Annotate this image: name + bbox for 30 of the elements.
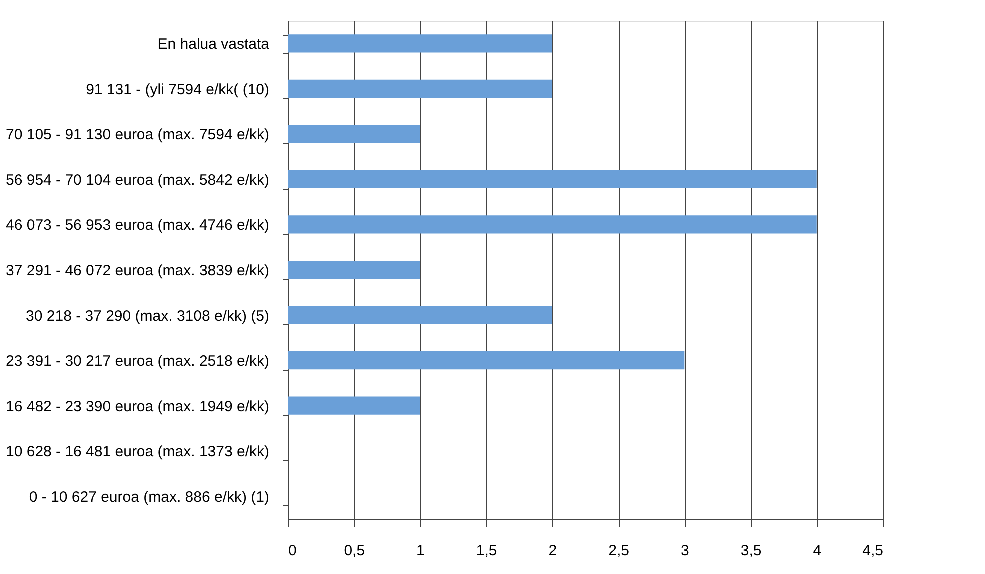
x-tick-label: 4,5 xyxy=(862,542,884,560)
y-tick-label: 0 - 10 627 euroa (max. 886 e/kk) (1) xyxy=(29,488,270,506)
y-tick-label: 16 482 - 23 390 euroa (max. 1949 e/kk) xyxy=(6,398,270,416)
bar xyxy=(288,34,552,53)
y-tick-label: 23 391 - 30 217 euroa (max. 2518 e/kk) xyxy=(6,353,270,370)
x-tick-label: 1 xyxy=(416,542,425,560)
x-tick-label: 2,5 xyxy=(608,542,630,560)
y-tick-label: En halua vastata xyxy=(158,36,270,54)
bar xyxy=(288,396,420,415)
x-tick-label: 2 xyxy=(548,542,558,560)
bar xyxy=(288,125,420,144)
y-tick-label: 91 131 - (yli 7594 e/kk( (10) xyxy=(86,81,270,98)
x-tick-label: 0 xyxy=(288,542,297,560)
y-tick-label: 10 628 - 16 481 euroa (max. 1373 e/kk) xyxy=(6,444,270,461)
bar xyxy=(288,306,552,324)
x-tick-label: 4 xyxy=(813,542,822,560)
y-tick-label: 30 218 - 37 290 (max. 3108 e/kk) (5) xyxy=(26,308,270,325)
y-tick-label: 37 291 - 46 072 euroa (max. 3839 e/kk) xyxy=(6,262,270,280)
x-tick-label: 3,5 xyxy=(740,542,762,560)
bar xyxy=(288,260,420,280)
y-tick-label: 70 105 - 91 130 euroa (max. 7594 e/kk) xyxy=(6,126,270,144)
bar xyxy=(288,351,685,370)
bar xyxy=(288,170,817,189)
x-tick-label: 3 xyxy=(680,542,690,560)
x-tick-label: 1,5 xyxy=(476,542,498,560)
y-tick-label: 46 073 - 56 953 euroa (max. 4746 e/kk) xyxy=(6,217,270,234)
x-tick-label: 0,5 xyxy=(344,542,366,560)
y-tick-label: 56 954 - 70 104 euroa (max. 5842 e/kk) xyxy=(6,172,270,189)
bar xyxy=(288,216,817,234)
bar xyxy=(288,80,552,98)
